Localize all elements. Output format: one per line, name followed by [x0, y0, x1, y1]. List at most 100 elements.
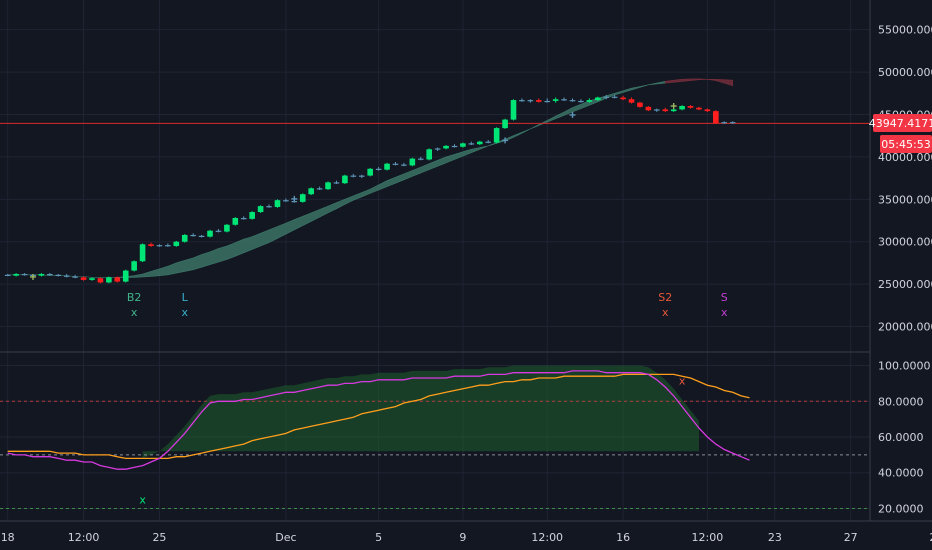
candle: [358, 174, 365, 179]
candle: [97, 277, 104, 284]
candle-body: [460, 143, 466, 147]
time-tick-label: 12:00: [68, 531, 100, 544]
time-tick-label: 12:00: [531, 531, 563, 544]
candle-body: [493, 128, 500, 143]
countdown-badge-value: 05:45:53: [881, 138, 930, 151]
time-tick-label: Dec: [275, 531, 296, 544]
oscillator-tick-label: 80.0000: [878, 395, 924, 408]
candle-body: [392, 163, 399, 165]
oscillator-tick-label: 20.0000: [878, 502, 924, 515]
candle: [4, 273, 11, 277]
signal-s: Sx: [721, 291, 728, 319]
price-axis[interactable]: 55000.000050000.000045000.000040000.0000…: [878, 24, 932, 334]
candle-body: [451, 145, 458, 148]
candle: [257, 205, 264, 213]
oscillator-signal-mark: x: [139, 494, 146, 507]
candle: [139, 243, 146, 263]
candle: [510, 99, 517, 121]
candle: [63, 273, 70, 278]
candle-body: [156, 245, 163, 247]
candle-body: [224, 224, 230, 232]
candle: [392, 162, 399, 166]
oscillator-axis[interactable]: 100.0000 80.0000 60.0000 40.0000 20.0000: [878, 360, 931, 516]
candle: [342, 174, 348, 185]
candle: [468, 141, 475, 146]
candle-body: [729, 122, 736, 124]
candle-body: [266, 206, 272, 208]
price-tick-label: 40000.0000: [878, 151, 932, 164]
candle: [114, 276, 121, 283]
candle-body: [367, 168, 373, 176]
candle: [198, 234, 205, 238]
candle-body: [687, 106, 694, 108]
candle-body: [502, 119, 508, 129]
candle: [131, 260, 137, 272]
candle-body: [713, 111, 719, 123]
candle-body: [249, 212, 255, 219]
candle: [578, 99, 584, 103]
oscillator-tick-label: 40.0000: [878, 467, 924, 480]
candle: [595, 96, 601, 101]
candle: [586, 98, 593, 103]
candle: [485, 139, 492, 144]
candle: [620, 95, 626, 101]
oscillator-signal-mark: x: [679, 375, 686, 388]
candle-body: [468, 143, 475, 145]
candle-body: [173, 241, 180, 246]
signal-mark: x: [131, 306, 138, 319]
candle: [401, 162, 407, 167]
candle-body: [38, 273, 45, 276]
trend-cloud: [0, 78, 870, 278]
signal-label: B2: [127, 291, 142, 304]
candle-body: [426, 149, 432, 160]
candle: [224, 223, 230, 233]
candle-body: [342, 175, 348, 184]
candle: [637, 101, 643, 108]
candle: [316, 186, 323, 190]
candle-body: [333, 182, 340, 184]
candle: [13, 273, 19, 277]
price-badge-value: 43947.4171: [869, 117, 932, 130]
candle: [21, 273, 28, 276]
cloud-bear-band: [664, 78, 733, 87]
candle: [645, 106, 652, 112]
price-tick-label: 20000.0000: [878, 321, 932, 334]
candle: [240, 216, 247, 220]
candle-body: [595, 97, 601, 101]
candle-body: [89, 278, 95, 280]
time-tick-label: 5: [375, 531, 382, 544]
time-tick-label: 18: [1, 531, 15, 544]
candle-body: [704, 109, 711, 112]
candle-body: [190, 234, 196, 237]
candle-body: [283, 200, 289, 202]
candle-body: [620, 97, 626, 100]
oscillator-pane: xx: [0, 365, 870, 509]
candle: [367, 167, 373, 177]
candle-body: [21, 273, 28, 276]
time-axis[interactable]: 18 12:00 25 Dec 5 9 12:00 16 12:00 23 27 2020: [1, 531, 932, 544]
candle-body: [350, 175, 357, 177]
candlestick-series: [4, 94, 736, 284]
candle-body: [139, 244, 146, 262]
candle-body: [114, 277, 121, 282]
candle-body: [696, 107, 702, 110]
plus-marker: [670, 103, 677, 110]
candle: [375, 167, 382, 171]
candle-body: [274, 200, 281, 207]
candle-body: [131, 261, 137, 271]
candle: [38, 273, 45, 277]
price-tick-label: 35000.0000: [878, 193, 932, 206]
candle: [603, 94, 610, 100]
candle-body: [122, 270, 129, 282]
candle: [384, 162, 390, 171]
candle: [325, 181, 331, 190]
candle: [299, 193, 306, 203]
candle: [190, 233, 196, 237]
candle: [729, 121, 736, 124]
price-tick-label: 50000.0000: [878, 66, 932, 79]
candle: [207, 229, 213, 238]
candle: [687, 105, 694, 109]
candle: [426, 148, 432, 161]
plus-marker: [502, 137, 509, 144]
